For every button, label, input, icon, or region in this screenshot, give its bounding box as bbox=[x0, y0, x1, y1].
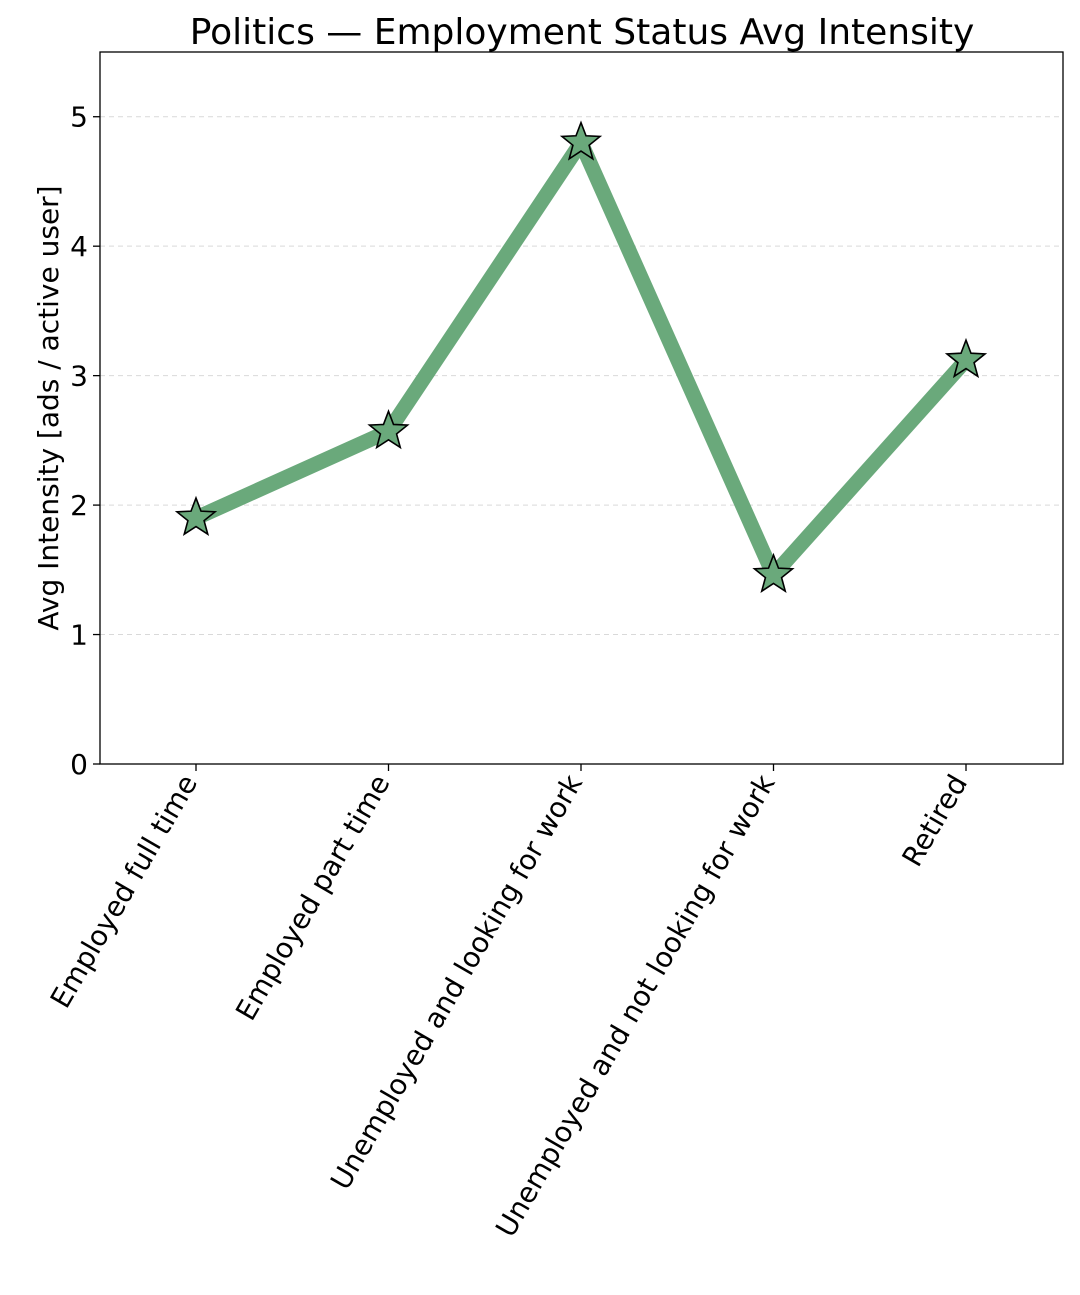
y-tick-label: 2 bbox=[70, 489, 88, 522]
y-axis-label: Avg Intensity [ads / active user] bbox=[32, 185, 65, 630]
y-tick-label: 0 bbox=[70, 748, 88, 781]
x-axis: Employed full time Employed part timeUnem… bbox=[44, 764, 974, 1243]
x-tick-label: Employed part time bbox=[229, 769, 396, 1026]
grid-lines bbox=[100, 116, 1063, 636]
x-tick-label: Employed full time bbox=[44, 769, 204, 1014]
series-line bbox=[188, 135, 974, 583]
y-tick-label: 1 bbox=[70, 619, 88, 652]
data-point-star bbox=[752, 552, 795, 593]
data-point-star bbox=[367, 409, 410, 450]
series-layer bbox=[174, 120, 988, 593]
y-tick-label: 5 bbox=[70, 101, 88, 134]
y-tick-label: 4 bbox=[70, 230, 88, 263]
x-tick-label: Retired bbox=[895, 769, 974, 872]
data-point-star bbox=[174, 495, 218, 537]
chart-title: Politics — Employment Status Avg Intensi… bbox=[190, 12, 975, 53]
data-point-star bbox=[944, 337, 988, 379]
data-point-star bbox=[559, 120, 603, 161]
y-tick-label: 3 bbox=[70, 360, 88, 393]
y-axis: 0 1 2 3 4 5 bbox=[70, 101, 100, 781]
